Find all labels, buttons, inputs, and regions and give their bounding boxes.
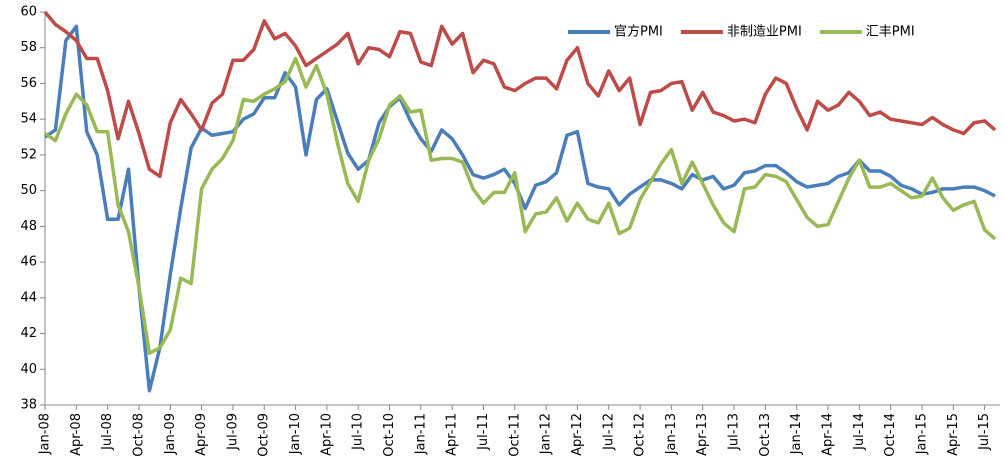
x-tick-label: Oct-10 <box>382 413 397 457</box>
y-tick-label: 38 <box>20 398 37 413</box>
x-tick-label: Apr-15 <box>946 413 961 456</box>
y-tick-label: 56 <box>20 76 37 91</box>
x-tick-label: Apr-08 <box>69 413 84 456</box>
series-line <box>43 10 997 179</box>
legend-label: 汇丰PMI <box>866 25 915 40</box>
legend-label: 官方PMI <box>614 24 663 40</box>
y-tick-label: 48 <box>20 219 37 234</box>
y-tick-label: 50 <box>20 183 37 198</box>
x-tick-label: Apr-14 <box>821 413 836 456</box>
x-tick-label: Jul-12 <box>601 413 616 451</box>
x-tick-label: Apr-10 <box>319 413 334 456</box>
y-tick-label: 44 <box>20 290 37 305</box>
x-tick-label: Jan-15 <box>914 413 929 455</box>
y-tick-label: 42 <box>20 326 37 341</box>
y-tick-label: 58 <box>20 40 37 55</box>
x-tick-label: Jul-13 <box>727 413 742 451</box>
x-tick-label: Apr-13 <box>695 413 710 456</box>
x-tick-label: Jan-14 <box>789 413 804 455</box>
x-tick-label: Apr-12 <box>570 413 585 456</box>
x-tick-label: Jul-14 <box>852 413 867 451</box>
y-tick-label: 54 <box>20 112 37 127</box>
x-tick-label: Jan-11 <box>413 413 428 455</box>
series-line <box>44 56 997 355</box>
x-tick-label: Oct-14 <box>883 413 898 457</box>
x-tick-label: Jul-15 <box>977 413 992 451</box>
x-tick-label: Oct-08 <box>131 413 146 457</box>
x-tick-label: Oct-11 <box>507 413 522 457</box>
y-tick-label: 40 <box>20 362 37 377</box>
x-tick-label: Apr-09 <box>194 413 209 456</box>
y-tick-label: 46 <box>20 255 37 270</box>
x-tick-label: Oct-13 <box>758 413 773 457</box>
x-tick-label: Jul-09 <box>225 413 240 451</box>
x-tick-label: Jul-10 <box>351 413 366 451</box>
y-tick-label: 60 <box>20 5 37 20</box>
x-tick-label: Jan-09 <box>163 413 178 455</box>
x-tick-label: Oct-12 <box>633 413 648 457</box>
x-tick-label: Oct-09 <box>257 413 272 457</box>
x-tick-label: Apr-11 <box>445 413 460 456</box>
x-tick-label: Jan-12 <box>539 413 554 455</box>
x-tick-label: Jul-08 <box>100 413 115 451</box>
x-tick-label: Jan-13 <box>664 413 679 455</box>
x-tick-label: Jan-10 <box>288 413 303 455</box>
legend-label: 非制造业PMI <box>727 25 802 40</box>
x-tick-label: Jan-08 <box>38 413 53 455</box>
y-tick-label: 52 <box>20 147 37 162</box>
x-tick-label: Jul-11 <box>476 413 491 451</box>
